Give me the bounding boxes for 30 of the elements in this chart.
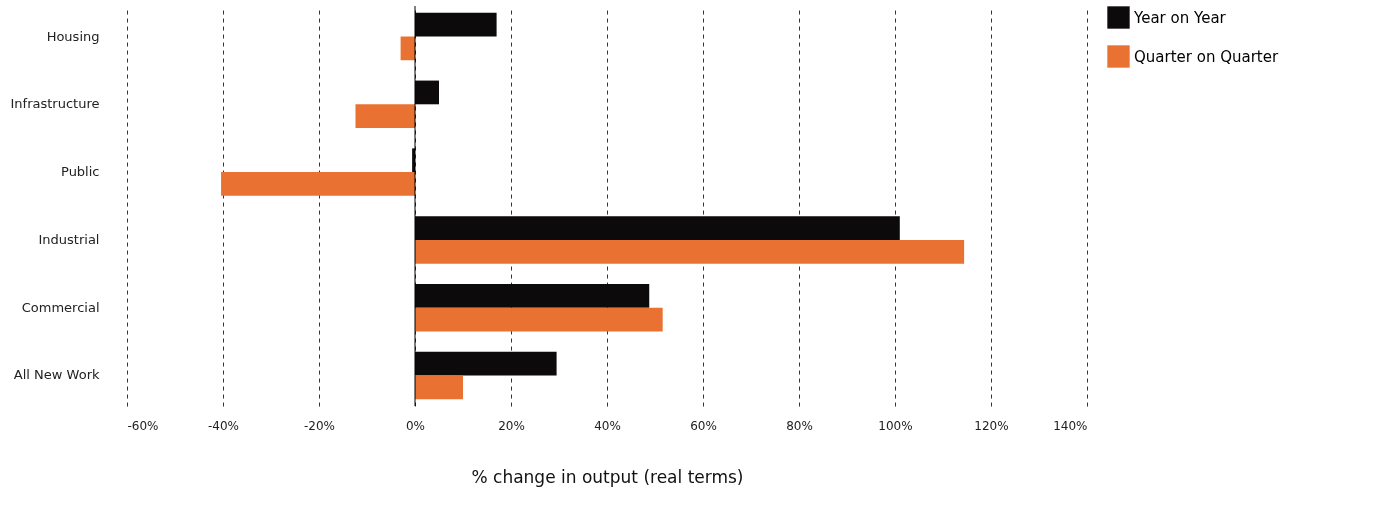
y-tick-label: Housing [46, 28, 100, 44]
x-tick-label: 140% [1053, 418, 1088, 433]
x-tick-label: -60% [127, 418, 159, 433]
bar [221, 172, 415, 196]
x-tick-label: 120% [974, 418, 1009, 433]
bar [415, 216, 900, 240]
x-tick-label: 20% [498, 418, 525, 433]
y-tick-label: Infrastructure [10, 96, 100, 112]
x-tick-label: 100% [878, 418, 913, 433]
y-tick-label: Public [61, 164, 100, 180]
x-tick-label: 80% [786, 418, 813, 433]
x-tick-label: 0% [405, 418, 426, 433]
bar [415, 375, 463, 400]
x-tick-label: -20% [303, 418, 336, 433]
x-tick-label: 60% [690, 418, 717, 433]
x-tick-label: 40% [594, 418, 621, 433]
bar [355, 104, 415, 129]
bar [415, 283, 650, 308]
legend-label: Year on Year [1133, 8, 1227, 27]
bar [415, 351, 557, 376]
x-tick-label: -40% [207, 418, 240, 433]
y-tick-label: Industrial [38, 231, 100, 247]
bar [415, 12, 497, 37]
bar [415, 239, 965, 264]
bar [415, 307, 663, 332]
legend-label: Quarter on Quarter [1134, 47, 1279, 66]
bar [415, 80, 439, 105]
x-axis-title: % change in output (real terms) [471, 466, 744, 487]
y-tick-label: All New Work [13, 367, 100, 383]
y-tick-label: Commercial [21, 299, 100, 315]
